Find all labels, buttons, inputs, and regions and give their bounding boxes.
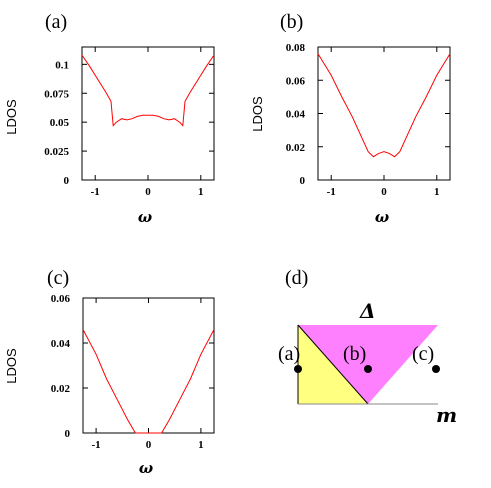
y-tick-label: 0.08	[286, 42, 306, 54]
panel-a-xlabel: ω	[138, 208, 152, 226]
y-tick-label: 0.06	[286, 75, 306, 87]
point-a	[294, 365, 302, 373]
x-tick-label: 1	[198, 186, 204, 198]
panel-c-xlabel: ω	[139, 459, 153, 477]
panel-c-ylabel: LDOS	[4, 348, 19, 384]
y-tick-label: 0.075	[44, 88, 69, 100]
ldos-curve	[317, 53, 451, 158]
plot-frame	[82, 297, 215, 434]
y-tick-label: 0.02	[286, 142, 306, 154]
plot-frame	[317, 46, 451, 181]
y-tick-label: 0.05	[50, 117, 70, 129]
y-tick-label: 0.02	[51, 383, 71, 395]
panel-c: (c) LDOS ω -1 0 1 0 0.02 0.04 0.06	[4, 267, 215, 477]
x-tick-label: 1	[198, 439, 204, 451]
panel-a-ylabel: LDOS	[4, 99, 19, 135]
y-tick-label: 0.06	[51, 293, 71, 305]
magenta-region	[298, 325, 438, 404]
diagonal-boundary	[297, 324, 369, 405]
y-tick-label: 0.025	[44, 146, 69, 158]
x-tick-label: -1	[327, 186, 336, 198]
panel-b: (b) LDOS ω -1 0 1 0 0.02 0.04 0.06 0.08	[250, 11, 451, 226]
delta-label: Δ	[359, 299, 376, 323]
ldos-curve	[82, 329, 215, 434]
panel-d: (d) (a) (b) (c) Δ m	[278, 267, 457, 427]
panel-a-label: (a)	[45, 11, 67, 33]
panel-b-xlabel: ω	[375, 208, 389, 226]
x-tick-label: 0	[146, 439, 152, 451]
y-tick-label: 0	[65, 428, 71, 440]
y-tick-label: 0	[300, 175, 306, 187]
x-tick-label: 1	[434, 186, 440, 198]
panel-c-label: (c)	[47, 267, 69, 289]
point-a-label: (a)	[278, 343, 300, 365]
x-tick-label: -1	[92, 439, 101, 451]
x-tick-label: 0	[381, 186, 387, 198]
point-b	[364, 365, 372, 373]
y-tick-label: 0	[64, 175, 70, 187]
panel-a: (a) LDOS ω -1 0 1 0 0.025 0.05 0.075 0.1	[4, 11, 215, 226]
ldos-curve	[81, 54, 215, 127]
panel-b-ylabel: LDOS	[250, 96, 265, 132]
panel-c-plot: -1 0 1 0 0.02 0.04 0.06	[51, 293, 215, 451]
panel-b-plot: -1 0 1 0 0.02 0.04 0.06 0.08	[286, 42, 451, 198]
y-tick-label: 0.1	[55, 59, 69, 71]
point-c	[432, 365, 440, 373]
m-axis-label: m	[436, 403, 457, 427]
x-tick-label: -1	[91, 186, 100, 198]
y-tick-label: 0.04	[286, 109, 306, 121]
point-b-label: (b)	[343, 343, 366, 365]
plot-frame	[81, 46, 215, 181]
y-tick-label: 0.04	[51, 338, 71, 350]
x-tick-label: 0	[145, 186, 151, 198]
panel-a-plot: -1 0 1 0 0.025 0.05 0.075 0.1	[44, 46, 215, 198]
panel-d-label: (d)	[285, 267, 308, 289]
point-c-label: (c)	[412, 343, 434, 365]
panel-b-label: (b)	[280, 11, 303, 33]
